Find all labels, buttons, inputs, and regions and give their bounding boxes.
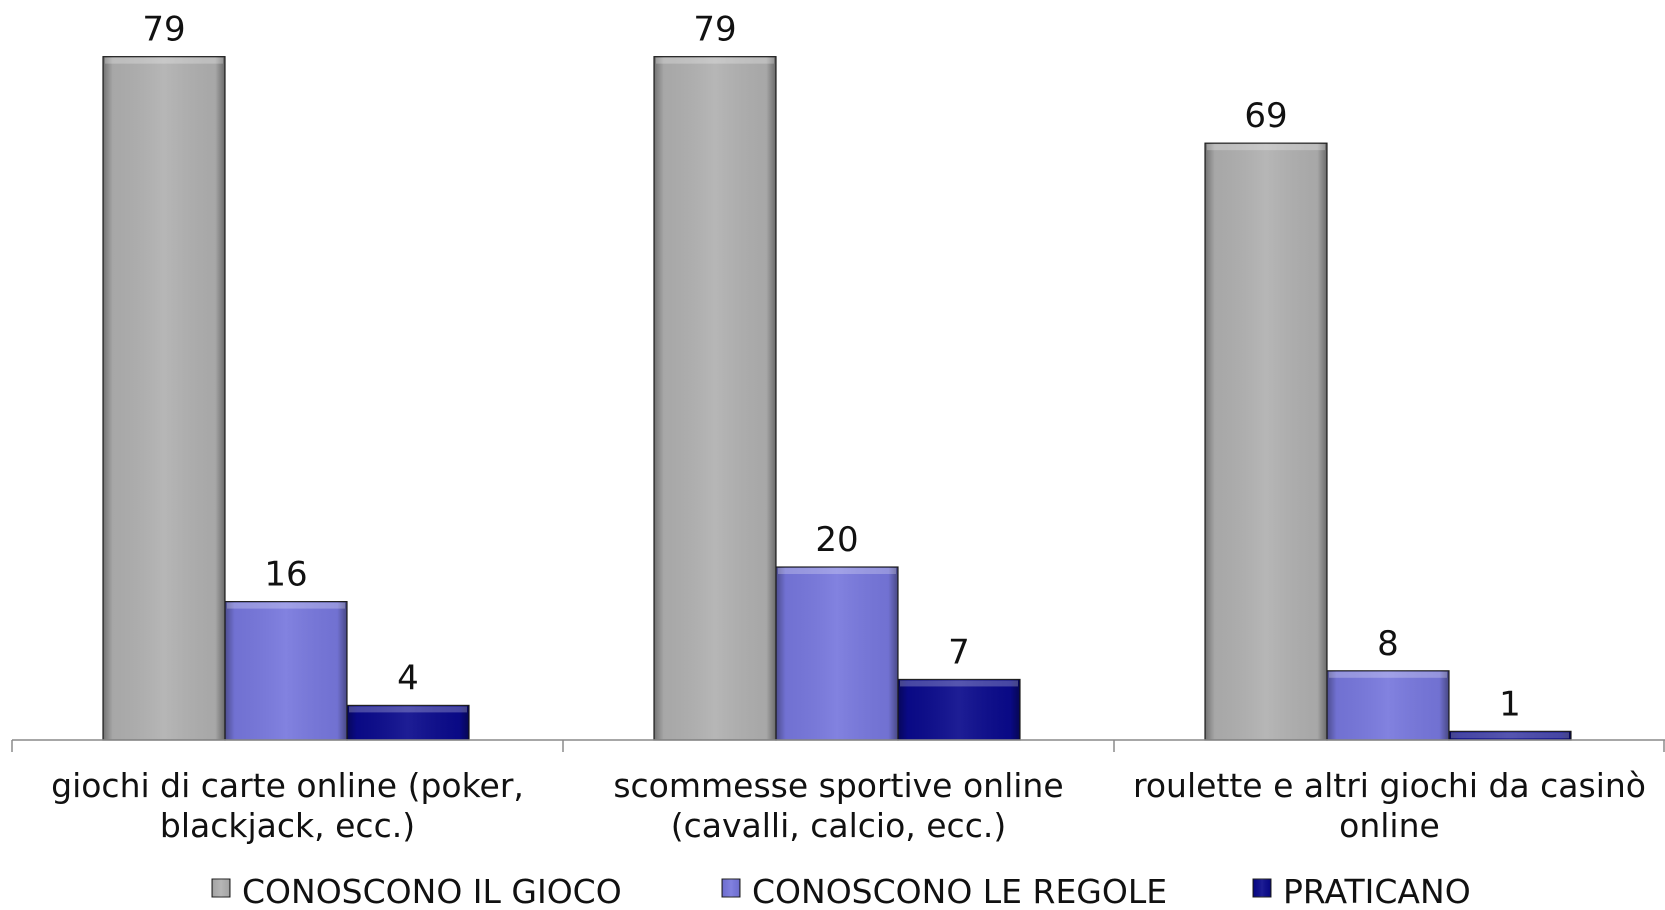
category-label-3-line-2: online	[1339, 806, 1440, 845]
bar-top-highlight-3-cat-2	[900, 680, 1018, 687]
bar-2-cat-3	[1326, 670, 1450, 741]
bar-3-cat-2	[897, 678, 1021, 741]
category-label-2-line-1: scommesse sportive online	[613, 766, 1063, 805]
x-axis	[11, 739, 1665, 752]
legend: CONOSCONO IL GIOCO CONOSCONO LE REGOLE PRA…	[211, 872, 1471, 910]
bar-1-cat-1	[102, 56, 226, 741]
data-label-3-cat-1: 4	[397, 658, 419, 698]
data-label-1-cat-2: 79	[693, 10, 736, 50]
legend-label-1: CONOSCONO IL GIOCO	[242, 872, 622, 910]
data-label-3-cat-3: 1	[1499, 684, 1521, 724]
bar-top-highlight-1-cat-2	[656, 57, 774, 64]
legend-label-2: CONOSCONO LE REGOLE	[752, 872, 1167, 910]
legend-label-3: PRATICANO	[1283, 872, 1471, 910]
legend-swatch-shade-2	[722, 879, 740, 897]
category-label-3-line-1: roulette e altri giochi da casinò	[1133, 766, 1646, 805]
bar-top-highlight-2-cat-1	[227, 602, 345, 609]
legend-swatch-shade-3	[1253, 879, 1271, 897]
bar-1-cat-2	[653, 56, 777, 741]
bar-top-highlight-1-cat-1	[105, 57, 223, 64]
bar-top-highlight-1-cat-3	[1207, 144, 1325, 151]
bars-layer	[102, 56, 1572, 741]
category-label-1-line-2: blackjack, ecc.)	[160, 806, 415, 845]
bar-2-cat-2	[775, 566, 899, 741]
data-label-2-cat-3: 8	[1377, 624, 1399, 664]
category-label-2-line-2: (cavalli, calcio, ecc.)	[671, 806, 1006, 845]
data-label-1-cat-3: 69	[1244, 96, 1287, 136]
legend-swatch-shade-1	[212, 879, 230, 897]
bar-2-cat-1	[224, 600, 348, 741]
bar-top-highlight-2-cat-2	[778, 568, 896, 574]
bar-top-highlight-3-cat-1	[349, 706, 467, 713]
data-label-2-cat-1: 16	[264, 555, 307, 595]
data-label-2-cat-2: 20	[815, 520, 858, 560]
bar-top-highlight-3-cat-3	[1451, 732, 1569, 739]
category-label-1-line-1: giochi di carte online (poker,	[51, 766, 524, 805]
data-label-1-cat-1: 79	[142, 10, 185, 50]
labels-layer: 79 16 4 giochi di carte online (poker,black…	[51, 10, 1646, 845]
bar-top-highlight-2-cat-3	[1329, 671, 1447, 678]
bar-1-cat-3	[1204, 142, 1328, 741]
data-label-3-cat-2: 7	[948, 632, 970, 672]
